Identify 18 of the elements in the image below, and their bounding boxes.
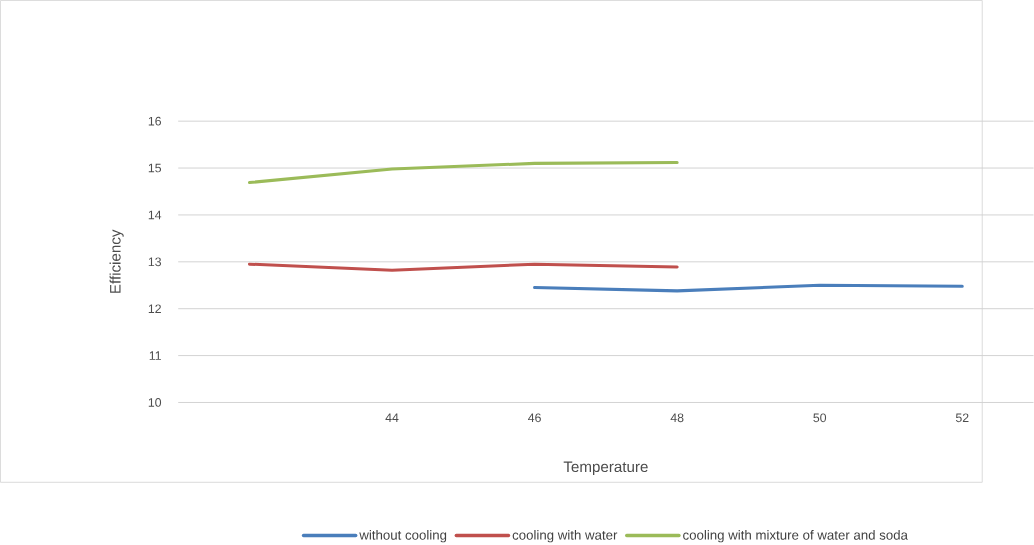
line-series <box>247 160 679 185</box>
legend-label: cooling with water <box>512 530 618 543</box>
x-tick-label: 44 <box>385 413 399 422</box>
y-tick-label: 11 <box>149 351 161 360</box>
y-tick-label: 15 <box>148 163 162 173</box>
x-tick-label: 46 <box>528 413 541 423</box>
y-axis-title: Efficiency <box>109 229 124 293</box>
legend-label: without cooling <box>359 530 447 543</box>
x-tick-label: 52 <box>955 413 969 423</box>
x-axis-title: Temperature <box>563 461 648 476</box>
x-tick-label: 48 <box>670 413 684 423</box>
y-tick-label: 13 <box>148 257 162 267</box>
y-tick-label: 14 <box>148 210 162 220</box>
y-tick-label: 10 <box>148 398 162 407</box>
y-tick-label: 12 <box>148 304 161 314</box>
x-tick-label: 50 <box>813 413 827 423</box>
legend-label: cooling with mixture of water and soda <box>683 530 908 543</box>
y-tick-label: 16 <box>148 116 162 126</box>
